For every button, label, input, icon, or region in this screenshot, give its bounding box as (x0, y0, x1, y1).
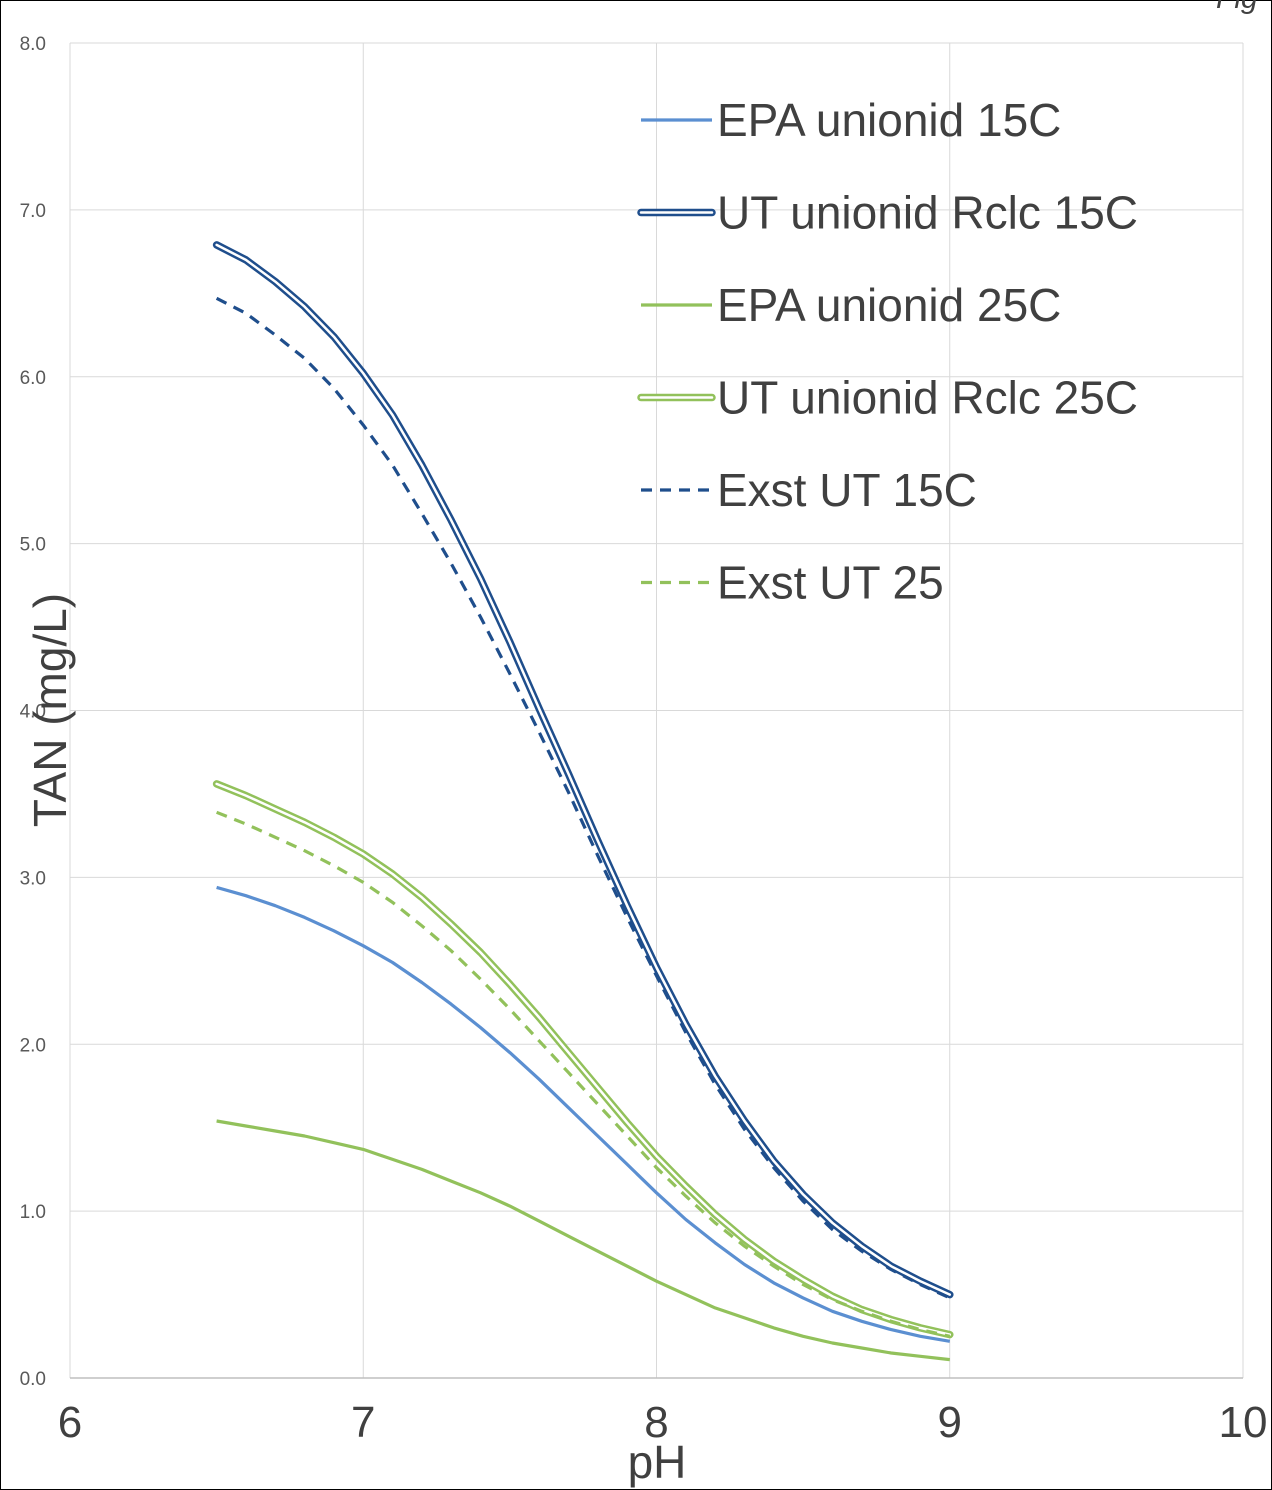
y-tick-label: 0.0 (20, 1369, 46, 1390)
x-tick-label: 8 (644, 1398, 668, 1447)
corner-label: Fig (1216, 0, 1258, 15)
series-path (216, 810, 951, 1338)
legend-entry: Exst UT 15C (641, 464, 977, 516)
legend: EPA unionid 15C UT unionid Rclc 15C EPA un… (637, 94, 1138, 609)
y-tick-label: 5.0 (20, 535, 46, 556)
legend-entry: EPA unionid 15C (641, 94, 1061, 146)
legend-label: UT unionid Rclc 15C (717, 187, 1138, 239)
series-path (216, 885, 951, 1343)
series-lines (212, 241, 954, 1362)
series-line-1 (216, 885, 951, 1343)
legend-entry: Exst UT 25 (641, 557, 944, 609)
y-tick-label: 1.0 (20, 1202, 46, 1223)
legend-entry: UT unionid Rclc 15C (637, 187, 1138, 239)
legend-entry: UT unionid Rclc 25C (637, 372, 1138, 424)
x-tick-label: 10 (1219, 1398, 1268, 1447)
series-path-inner (215, 243, 952, 1296)
series-line-5 (215, 296, 951, 1300)
series-path (216, 1119, 950, 1362)
y-tick-label: 8.0 (20, 34, 46, 55)
legend-label: Exst UT 15C (717, 464, 977, 516)
y-tick-label: 3.0 (20, 868, 46, 889)
y-axis-title: TAN (mg/L) (24, 593, 76, 827)
x-axis-title: pH (628, 1436, 687, 1488)
x-tick-label: 9 (938, 1398, 962, 1447)
series-line-6 (216, 810, 951, 1338)
series-path (215, 296, 951, 1300)
legend-entry: EPA unionid 25C (641, 279, 1061, 331)
legend-label: EPA unionid 15C (717, 94, 1061, 146)
legend-label: Exst UT 25 (717, 557, 944, 609)
y-tick-label: 6.0 (20, 368, 46, 389)
y-tick-label: 7.0 (20, 201, 46, 222)
series-line-4 (212, 780, 954, 1339)
y-tick-label: 2.0 (20, 1035, 46, 1056)
x-tick-label: 6 (58, 1398, 82, 1447)
y-tick-label: 4.0 (20, 702, 46, 723)
series-line-3 (216, 1119, 950, 1362)
series-path-inner (215, 782, 952, 1336)
gridlines (69, 42, 1244, 1379)
series-line-2 (212, 241, 954, 1299)
x-tick-label: 7 (351, 1398, 375, 1447)
series-path-outer (212, 780, 954, 1339)
legend-label: UT unionid Rclc 25C (717, 372, 1138, 424)
legend-label: EPA unionid 25C (717, 279, 1061, 331)
